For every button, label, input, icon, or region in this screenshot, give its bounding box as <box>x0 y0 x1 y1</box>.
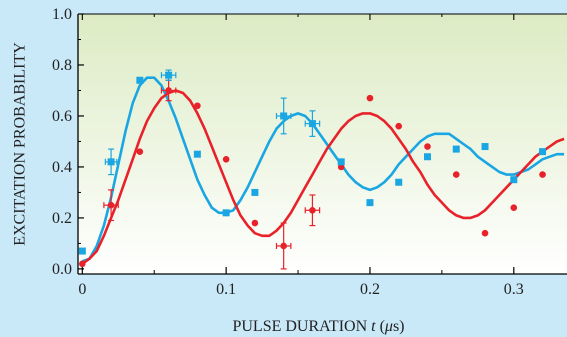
marker-square <box>308 120 316 128</box>
x-axis-label-units-mu: μ <box>384 318 393 335</box>
marker-square <box>337 158 345 166</box>
marker-circle <box>366 94 374 102</box>
marker-circle <box>280 242 287 250</box>
data-point-red <box>424 143 431 150</box>
data-points <box>78 69 547 270</box>
marker-circle <box>510 204 518 212</box>
marker-square <box>78 247 86 255</box>
y-tick-label: 0.8 <box>52 57 72 74</box>
data-point-red <box>103 189 119 222</box>
marker-square <box>136 76 144 84</box>
marker-square <box>395 178 403 186</box>
data-point-red <box>160 79 177 102</box>
marker-circle <box>251 219 259 227</box>
x-tick-label: 0.2 <box>360 281 380 298</box>
marker-square <box>423 153 431 161</box>
fit-curves <box>81 76 565 265</box>
data-point-red <box>395 122 403 130</box>
data-point-blue <box>452 145 460 153</box>
marker-circle <box>136 148 144 155</box>
marker-circle <box>79 260 86 268</box>
data-point-red <box>222 155 230 163</box>
marker-square <box>539 148 547 156</box>
data-point-red <box>452 171 460 178</box>
data-point-blue <box>193 150 201 158</box>
marker-square <box>193 150 201 158</box>
marker-circle <box>424 143 431 150</box>
data-point-red <box>510 204 518 212</box>
plot-area <box>78 14 567 274</box>
marker-square <box>481 143 489 151</box>
axes: 0.0 0.2 0.4 0.6 0.8 1.0 0 0.1 0.2 0.3 <box>52 6 567 298</box>
data-point-red <box>194 102 201 110</box>
x-tick-label: 0 <box>78 281 86 298</box>
y-tick-label: 1.0 <box>52 6 72 23</box>
data-point-red <box>481 229 489 237</box>
marker-square <box>280 112 288 120</box>
x-axis-label-units-close: s) <box>393 318 405 335</box>
data-point-red <box>79 260 86 268</box>
marker-square <box>222 209 230 217</box>
data-point-blue <box>337 158 345 166</box>
data-point-blue <box>395 178 403 186</box>
data-point-blue <box>275 97 292 135</box>
marker-circle <box>452 171 460 178</box>
marker-square <box>107 158 115 166</box>
x-axis-label-prefix: PULSE DURATION <box>232 318 371 335</box>
marker-circle <box>222 155 230 163</box>
data-point-blue <box>251 188 259 196</box>
data-point-red <box>251 219 259 227</box>
data-point-red <box>366 94 374 102</box>
data-point-blue <box>160 69 177 81</box>
marker-square <box>452 145 460 153</box>
marker-square <box>366 199 374 207</box>
x-axis-label-variable: t <box>371 318 376 335</box>
marker-circle <box>194 102 201 110</box>
data-point-blue <box>539 148 547 156</box>
x-tick-label: 0.1 <box>216 281 236 298</box>
marker-square <box>165 71 173 79</box>
y-axis-label: EXCITATION PROBABILITY <box>12 42 29 246</box>
y-tick-label: 0.0 <box>52 261 72 278</box>
marker-circle <box>481 229 489 237</box>
x-axis-label: PULSE DURATION t (μs) <box>232 318 404 335</box>
marker-circle <box>395 122 403 130</box>
y-tick-label: 0.4 <box>52 159 72 176</box>
data-point-red <box>136 148 144 155</box>
data-point-blue <box>423 153 431 161</box>
data-point-blue <box>481 143 489 151</box>
data-point-blue <box>510 176 518 184</box>
data-point-blue <box>222 209 230 217</box>
marker-square <box>251 188 259 196</box>
marker-circle <box>165 87 172 94</box>
x-tick-label: 0.3 <box>504 281 524 298</box>
marker-circle <box>309 206 316 214</box>
y-tick-label: 0.6 <box>52 108 72 125</box>
data-point-red <box>539 171 546 178</box>
data-point-blue <box>78 247 86 255</box>
data-point-blue <box>366 199 374 207</box>
data-point-red <box>304 194 321 227</box>
data-point-blue <box>136 76 144 84</box>
data-point-blue <box>104 148 118 176</box>
data-point-blue <box>304 110 321 137</box>
fit-curve-red <box>81 89 565 265</box>
data-point-red <box>275 222 292 270</box>
y-tick-label: 0.2 <box>52 210 72 227</box>
marker-square <box>510 176 518 184</box>
fit-curve-blue <box>81 76 565 263</box>
marker-circle <box>539 171 546 178</box>
marker-circle <box>107 201 115 209</box>
x-axis-label-units-open: ( <box>376 318 385 335</box>
